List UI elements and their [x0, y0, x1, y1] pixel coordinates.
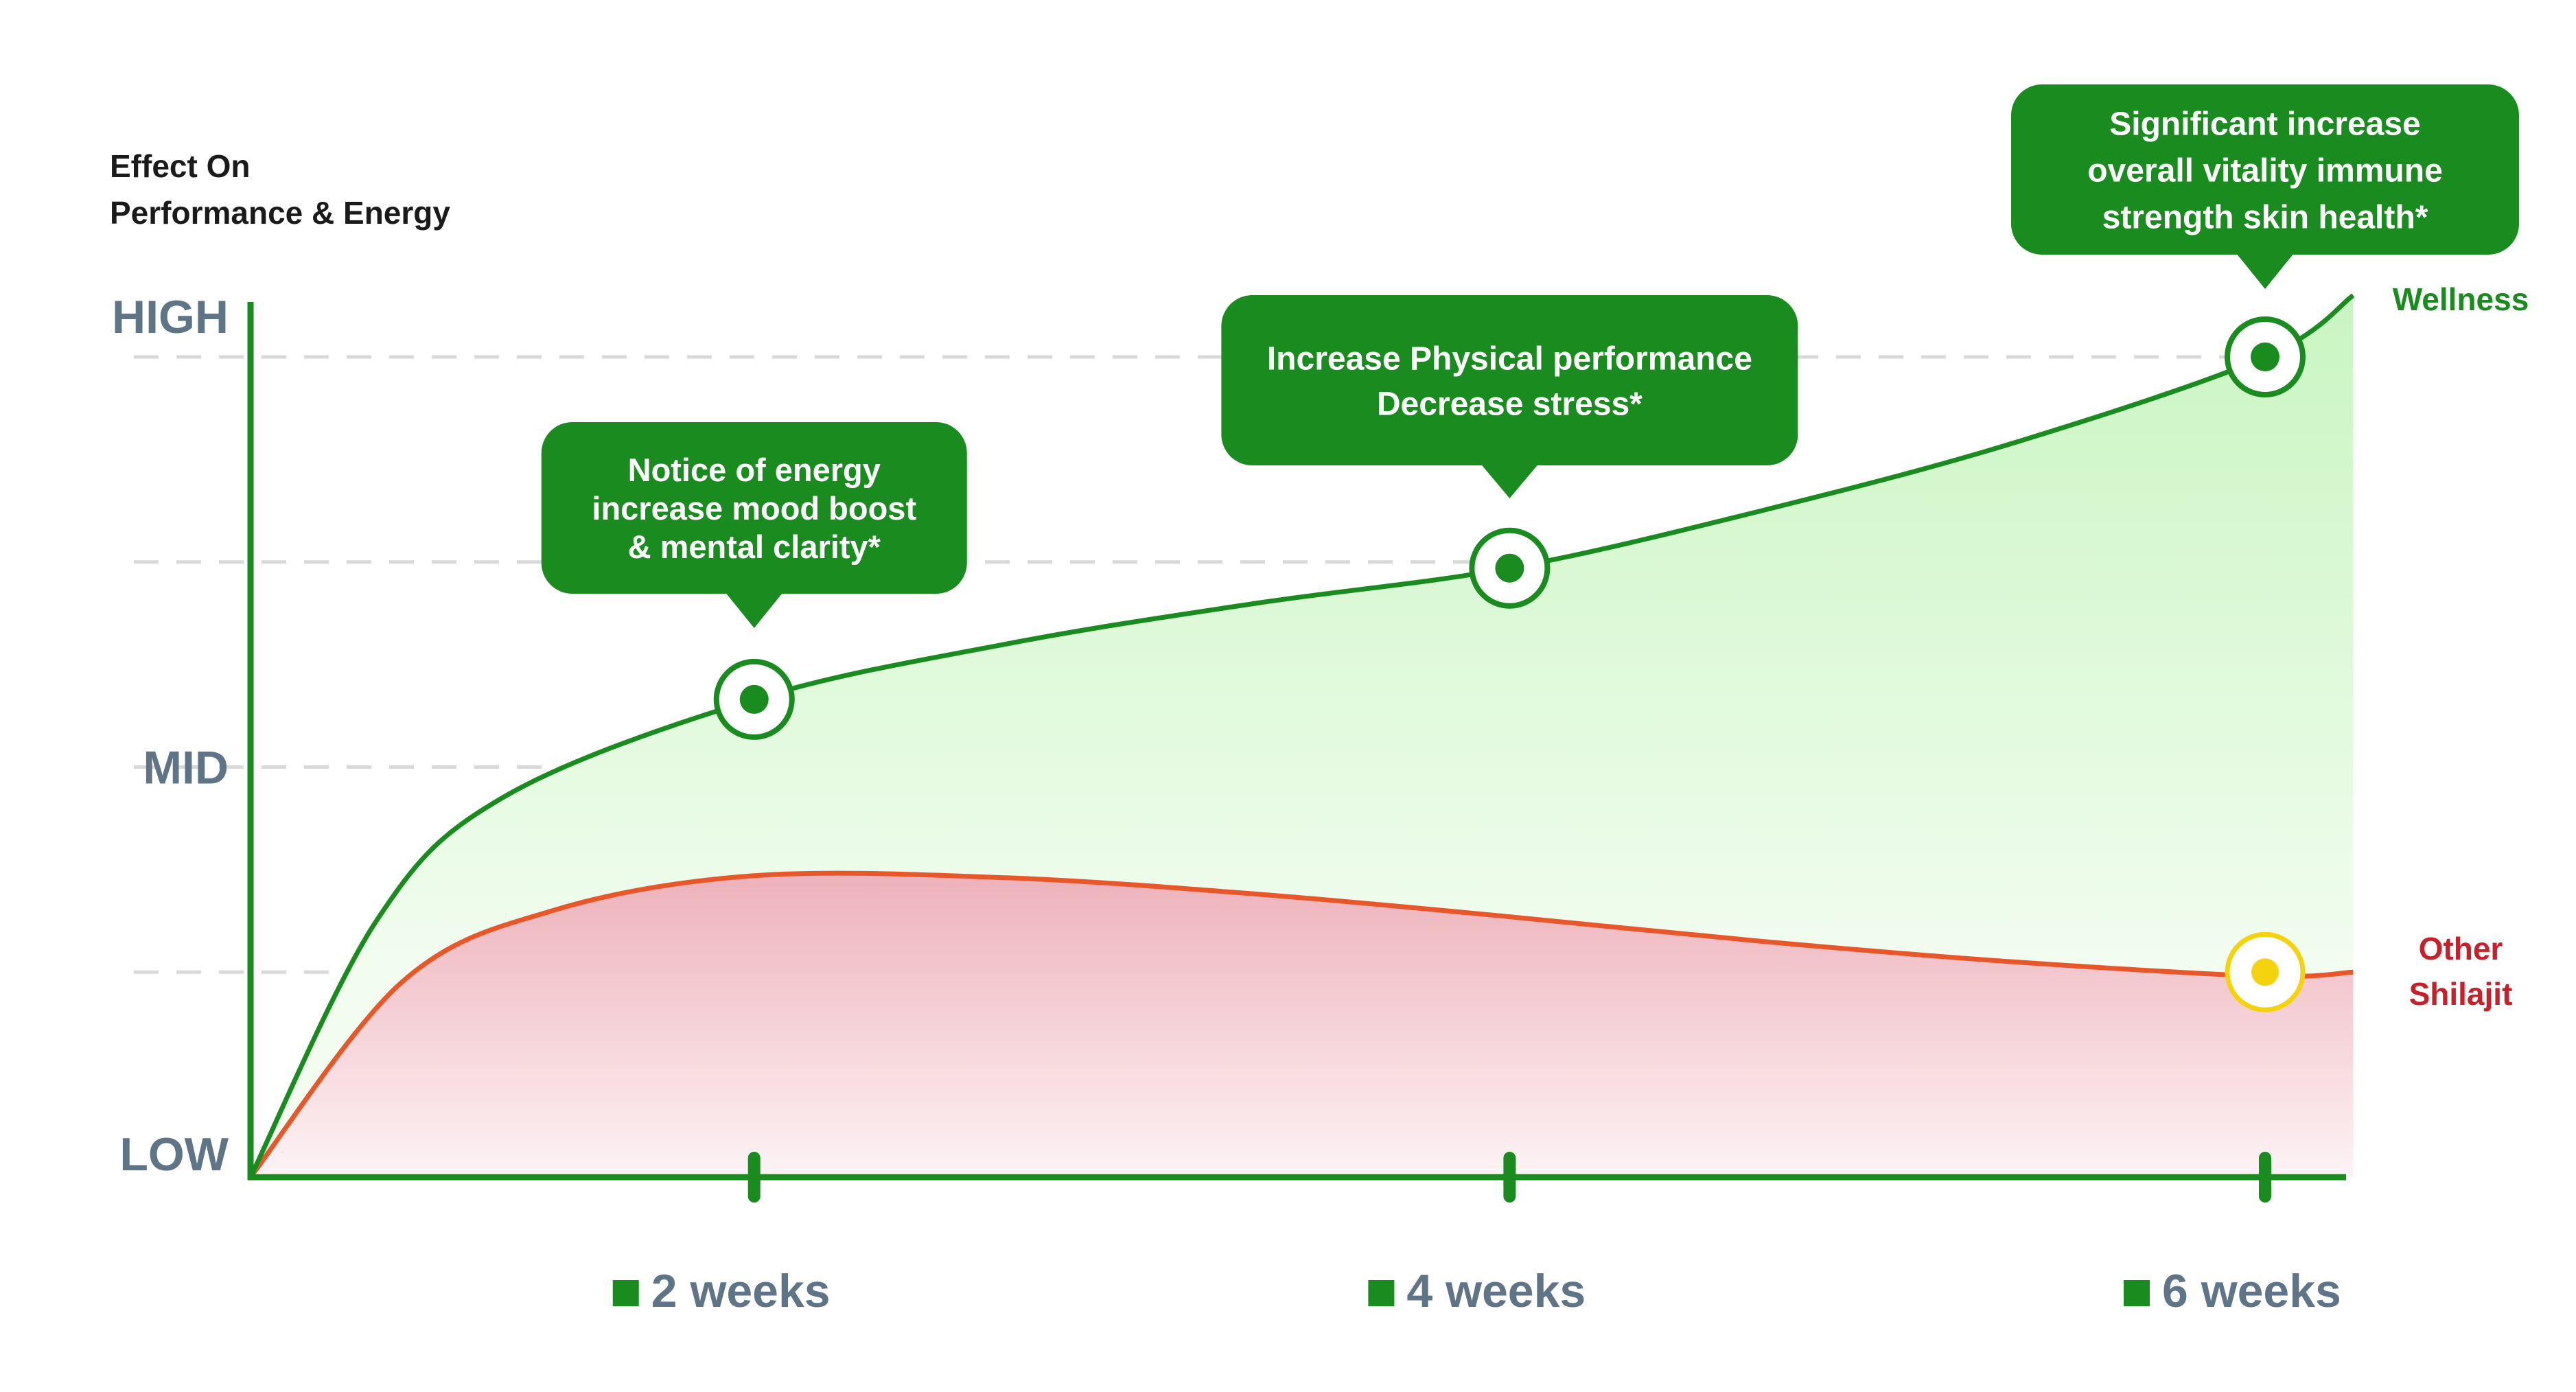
x-tick-label: 2 weeks: [651, 1265, 831, 1317]
callout-bubble: [1221, 295, 1798, 465]
other-shilajit-line: [248, 870, 2354, 1179]
wellness-line: [248, 293, 2355, 1179]
series-label-other-shilajit: Shilajit: [2409, 976, 2513, 1012]
callout-text-line: increase mood boost: [592, 490, 916, 526]
chart-title-line: Performance & Energy: [110, 195, 450, 231]
wellness-marker: [713, 658, 795, 740]
wellness-marker-dot: [2251, 343, 2279, 371]
callout-text-line: Significant increase: [2109, 106, 2421, 142]
callout-bubble: [541, 422, 967, 594]
callout-text-line: Decrease stress*: [1377, 386, 1643, 422]
x-tick-label: 6 weeks: [2162, 1265, 2341, 1317]
callout-text-line: Increase Physical performance: [1267, 340, 1752, 377]
y-level-label-low: LOW: [119, 1128, 229, 1181]
callout-text-line: overall vitality immune: [2087, 152, 2443, 189]
wellness-marker: [2225, 316, 2306, 397]
callout-bubble: [2011, 84, 2519, 255]
chart-title-line: Effect On: [110, 148, 250, 184]
annotation-callout: Increase Physical performance Decrease st…: [1221, 295, 1798, 498]
annotation-callout: Significant increase overall vitality imm…: [2011, 84, 2519, 289]
chart-title: Effect On Performance & Energy: [110, 148, 450, 231]
other-shilajit-marker: [2225, 931, 2306, 1012]
callout-pointer: [1481, 464, 1539, 498]
x-tick-label-group: 4 weeks: [1368, 1265, 1586, 1317]
y-level-label-mid: MID: [143, 742, 229, 794]
callout-text-line: Notice of energy: [628, 452, 881, 488]
series-label-other-shilajit: Other: [2419, 931, 2503, 966]
legend-square-icon: [1368, 1280, 1395, 1306]
callout-text-line: & mental clarity*: [628, 529, 881, 565]
callout-pointer: [2236, 253, 2294, 289]
legend-square-icon: [2124, 1280, 2150, 1306]
x-tick-label: 4 weeks: [1406, 1265, 1586, 1317]
x-tick-label-group: 6 weeks: [2124, 1265, 2341, 1317]
wellness-marker-dot: [1495, 553, 1524, 583]
y-level-label-high: HIGH: [112, 291, 229, 343]
other-marker-dot: [2251, 958, 2279, 986]
wellness-marker-dot: [739, 684, 769, 714]
series-label-wellness: Wellness: [2393, 281, 2529, 317]
wellness-marker: [1469, 527, 1551, 609]
legend-square-icon: [612, 1280, 639, 1306]
callout-pointer: [725, 592, 783, 628]
x-tick-label-group: 2 weeks: [612, 1265, 831, 1317]
callout-text-line: strength skin health*: [2102, 199, 2428, 235]
